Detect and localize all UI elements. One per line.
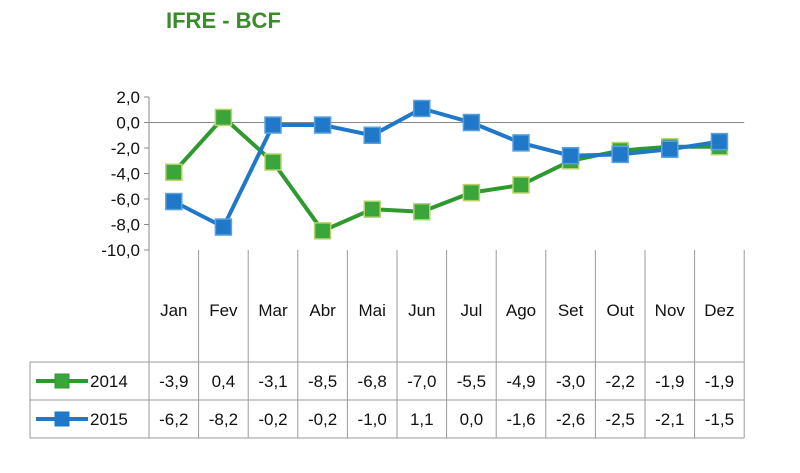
data-point-2015 bbox=[165, 192, 183, 211]
data-label-2014: -7,0 bbox=[407, 372, 436, 391]
data-point-2014 bbox=[462, 183, 481, 202]
y-tick-label: -2,0 bbox=[111, 139, 140, 158]
y-tick-label: 0,0 bbox=[116, 114, 140, 133]
data-label-2014: -1,9 bbox=[705, 372, 734, 391]
data-label-2014: -3,0 bbox=[556, 372, 585, 391]
data-point-2015 bbox=[611, 145, 629, 164]
data-label-2015: -8,2 bbox=[209, 410, 238, 429]
legend-key-marker-2014 bbox=[54, 373, 70, 389]
category-label: Jul bbox=[461, 301, 483, 320]
data-label-2014: 0,4 bbox=[212, 372, 236, 391]
y-tick-label: -8,0 bbox=[111, 216, 140, 235]
data-label-2015: -6,2 bbox=[159, 410, 188, 429]
data-label-2014: -4,9 bbox=[506, 372, 535, 391]
data-point-2015 bbox=[413, 99, 431, 118]
data-point-2014 bbox=[313, 222, 332, 240]
category-label: Out bbox=[606, 301, 634, 320]
legend-label-2014: 2014 bbox=[90, 372, 128, 391]
data-label-2015: 0,0 bbox=[460, 410, 484, 429]
data-label-2015: -0,2 bbox=[258, 410, 287, 429]
data-point-2015 bbox=[363, 126, 381, 144]
category-label: Mai bbox=[358, 301, 385, 320]
data-point-2014 bbox=[264, 153, 282, 171]
data-label-2015: -2,1 bbox=[655, 410, 684, 429]
chart-title: IFRE - BCF bbox=[166, 8, 281, 33]
data-point-2014 bbox=[512, 176, 530, 194]
legend-label-2015: 2015 bbox=[90, 410, 128, 429]
series-line-2014 bbox=[172, 115, 720, 233]
data-point-2014 bbox=[165, 163, 183, 181]
y-tick-label: 2,0 bbox=[116, 88, 140, 107]
data-point-2015 bbox=[462, 113, 481, 132]
data-label-2015: -0,2 bbox=[308, 410, 337, 429]
data-point-2014 bbox=[363, 200, 381, 218]
data-label-2015: -1,5 bbox=[705, 410, 734, 429]
legend-key-marker-2015 bbox=[54, 411, 70, 427]
category-label: Jun bbox=[408, 301, 435, 320]
category-label: Jan bbox=[160, 301, 187, 320]
data-label-2014: -8,5 bbox=[308, 372, 337, 391]
category-label: Nov bbox=[655, 301, 686, 320]
category-label: Mar bbox=[258, 301, 288, 320]
data-point-2015 bbox=[561, 146, 580, 165]
data-point-2015 bbox=[264, 116, 282, 134]
data-point-2015 bbox=[313, 116, 332, 134]
data-label-2015: -1,6 bbox=[506, 410, 535, 429]
data-label-2015: -2,5 bbox=[606, 410, 635, 429]
data-label-2014: -3,9 bbox=[159, 372, 188, 391]
data-point-2015 bbox=[710, 132, 729, 151]
data-label-2014: -1,9 bbox=[655, 372, 684, 391]
category-label: Set bbox=[558, 301, 584, 320]
data-point-2015 bbox=[661, 140, 679, 159]
data-point-2015 bbox=[214, 218, 233, 236]
data-label-2014: -6,8 bbox=[358, 372, 387, 391]
category-label: Abr bbox=[309, 301, 336, 320]
y-tick-label: -10,0 bbox=[101, 241, 140, 260]
data-label-2015: 1,1 bbox=[410, 410, 434, 429]
data-point-2014 bbox=[214, 108, 233, 127]
data-label-2015: -1,0 bbox=[358, 410, 387, 429]
category-label: Ago bbox=[506, 301, 536, 320]
data-point-2014 bbox=[413, 203, 431, 221]
y-tick-label: -6,0 bbox=[111, 190, 140, 209]
data-label-2015: -2,6 bbox=[556, 410, 585, 429]
y-tick-label: -4,0 bbox=[111, 165, 140, 184]
category-label: Dez bbox=[704, 301, 734, 320]
data-label-2014: -3,1 bbox=[258, 372, 287, 391]
category-label: Fev bbox=[209, 301, 238, 320]
data-label-2014: -5,5 bbox=[457, 372, 486, 391]
data-point-2015 bbox=[512, 134, 530, 152]
data-label-2014: -2,2 bbox=[606, 372, 635, 391]
series-line-2015 bbox=[172, 106, 720, 229]
